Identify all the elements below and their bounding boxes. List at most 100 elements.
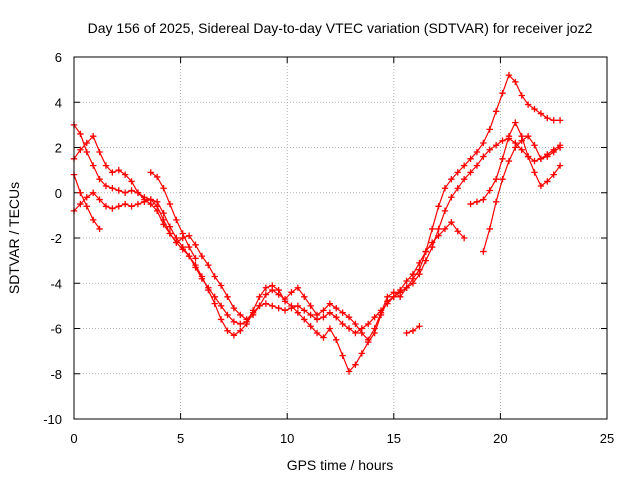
data-point [473, 148, 481, 156]
data-point [409, 327, 417, 334]
data-point [249, 309, 257, 316]
series-trace [150, 171, 197, 259]
data-point [473, 198, 481, 205]
series-8 [480, 132, 564, 255]
data-point [428, 225, 436, 233]
y-tick-label: -2 [50, 231, 62, 246]
data-point [480, 153, 487, 160]
chart-title: Day 156 of 2025, Sidereal Day-to-day VTE… [88, 20, 593, 36]
data-point [77, 189, 84, 196]
data-point [544, 114, 551, 122]
series-trace [470, 121, 561, 205]
x-tick-label: 10 [280, 431, 294, 446]
data-point [288, 302, 295, 310]
data-point [556, 162, 564, 169]
data-point [96, 175, 103, 183]
y-tick-label: -10 [43, 412, 62, 427]
data-point [396, 293, 404, 301]
data-point [192, 241, 199, 248]
data-point [121, 200, 129, 208]
data-point [550, 171, 557, 178]
data-point [141, 198, 148, 205]
data-point [230, 318, 238, 325]
data-point [384, 293, 391, 301]
data-point [121, 189, 129, 196]
x-tick-label: 5 [177, 431, 184, 446]
data-point [166, 200, 174, 208]
data-point [179, 230, 186, 237]
data-point [237, 311, 244, 319]
data-point [403, 284, 410, 291]
data-point [179, 246, 186, 253]
series-trace [73, 174, 101, 230]
data-point [166, 230, 174, 237]
series-3 [70, 71, 564, 344]
data-point [486, 225, 493, 233]
data-point [454, 185, 461, 192]
data-point [134, 200, 142, 208]
data-point [403, 329, 410, 337]
data-point [301, 307, 308, 314]
data-point [505, 157, 513, 165]
data-point [307, 311, 314, 319]
data-point [160, 209, 167, 217]
data-point [281, 295, 289, 303]
data-point [377, 309, 385, 316]
data-point [147, 169, 154, 176]
y-tick-label: -6 [50, 322, 62, 337]
data-point [89, 189, 97, 196]
data-point [556, 144, 564, 151]
data-point [492, 108, 500, 115]
data-point [524, 153, 532, 160]
data-point [217, 302, 225, 310]
data-point [224, 311, 231, 319]
data-point [89, 132, 97, 140]
data-point [460, 175, 468, 183]
data-point [313, 329, 321, 337]
data-point [428, 239, 436, 246]
data-point [512, 119, 519, 126]
data-point [326, 300, 334, 307]
x-axis-label: GPS time / hours [287, 457, 394, 473]
data-point [160, 216, 167, 224]
data-point [454, 169, 461, 176]
data-point [198, 252, 206, 260]
data-point [467, 155, 474, 163]
data-point [358, 329, 366, 337]
series-5 [147, 169, 199, 262]
data-point [460, 162, 468, 169]
data-point [192, 261, 199, 269]
data-point [505, 132, 513, 140]
data-point [435, 225, 442, 233]
data-point [320, 313, 327, 321]
data-point [237, 327, 244, 334]
data-point [128, 203, 135, 210]
data-point [345, 313, 353, 321]
axis-ticks: 0 5 10 15 20 25 -10 -8 -6 -4 -2 0 2 4 6 [43, 50, 614, 446]
data-point [326, 325, 334, 332]
data-point [301, 316, 308, 323]
data-point [294, 284, 302, 291]
data-point [192, 255, 199, 262]
data-point [550, 148, 557, 156]
data-point [371, 325, 378, 332]
data-point [96, 148, 103, 156]
data-point [486, 146, 493, 153]
data-point [333, 304, 340, 312]
data-point [492, 175, 500, 183]
data-point [435, 232, 442, 239]
data-point [230, 304, 238, 312]
data-point [473, 162, 481, 169]
data-point [313, 311, 321, 319]
data-point [77, 146, 84, 153]
data-point [211, 293, 218, 301]
data-point [416, 323, 423, 330]
data-point [396, 286, 404, 294]
data-point [454, 228, 461, 235]
data-point [275, 304, 282, 312]
data-point [320, 307, 327, 314]
data-point [409, 275, 417, 282]
data-point [480, 196, 487, 203]
data-point [320, 334, 327, 341]
